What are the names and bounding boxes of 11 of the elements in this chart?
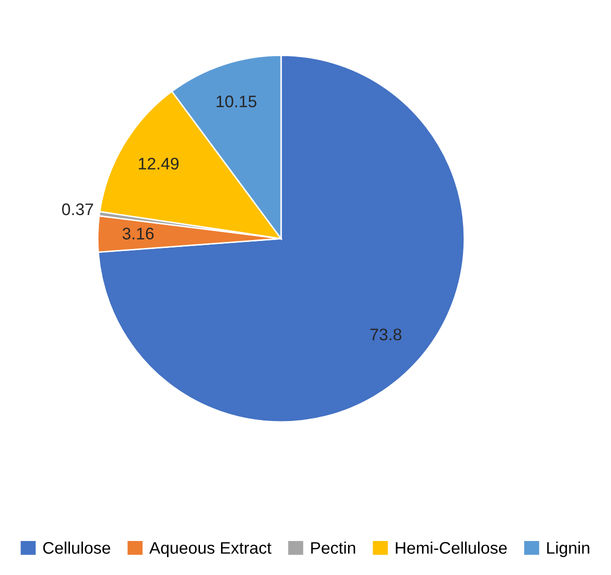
legend-label: Cellulose — [43, 542, 110, 554]
legend-label: Hemi-Cellulose — [396, 542, 507, 554]
data-label: 3.16 — [122, 228, 154, 240]
data-label: 0.37 — [62, 203, 94, 216]
legend-label: Pectin — [311, 542, 356, 554]
legend-label: Aqueous Extract — [149, 542, 272, 558]
data-label: 73.8 — [370, 328, 402, 340]
legend-label: Lignin — [547, 542, 590, 558]
pie-slice — [98, 54, 466, 423]
data-label: 10.15 — [216, 96, 256, 108]
data-label: 12.49 — [138, 158, 179, 170]
